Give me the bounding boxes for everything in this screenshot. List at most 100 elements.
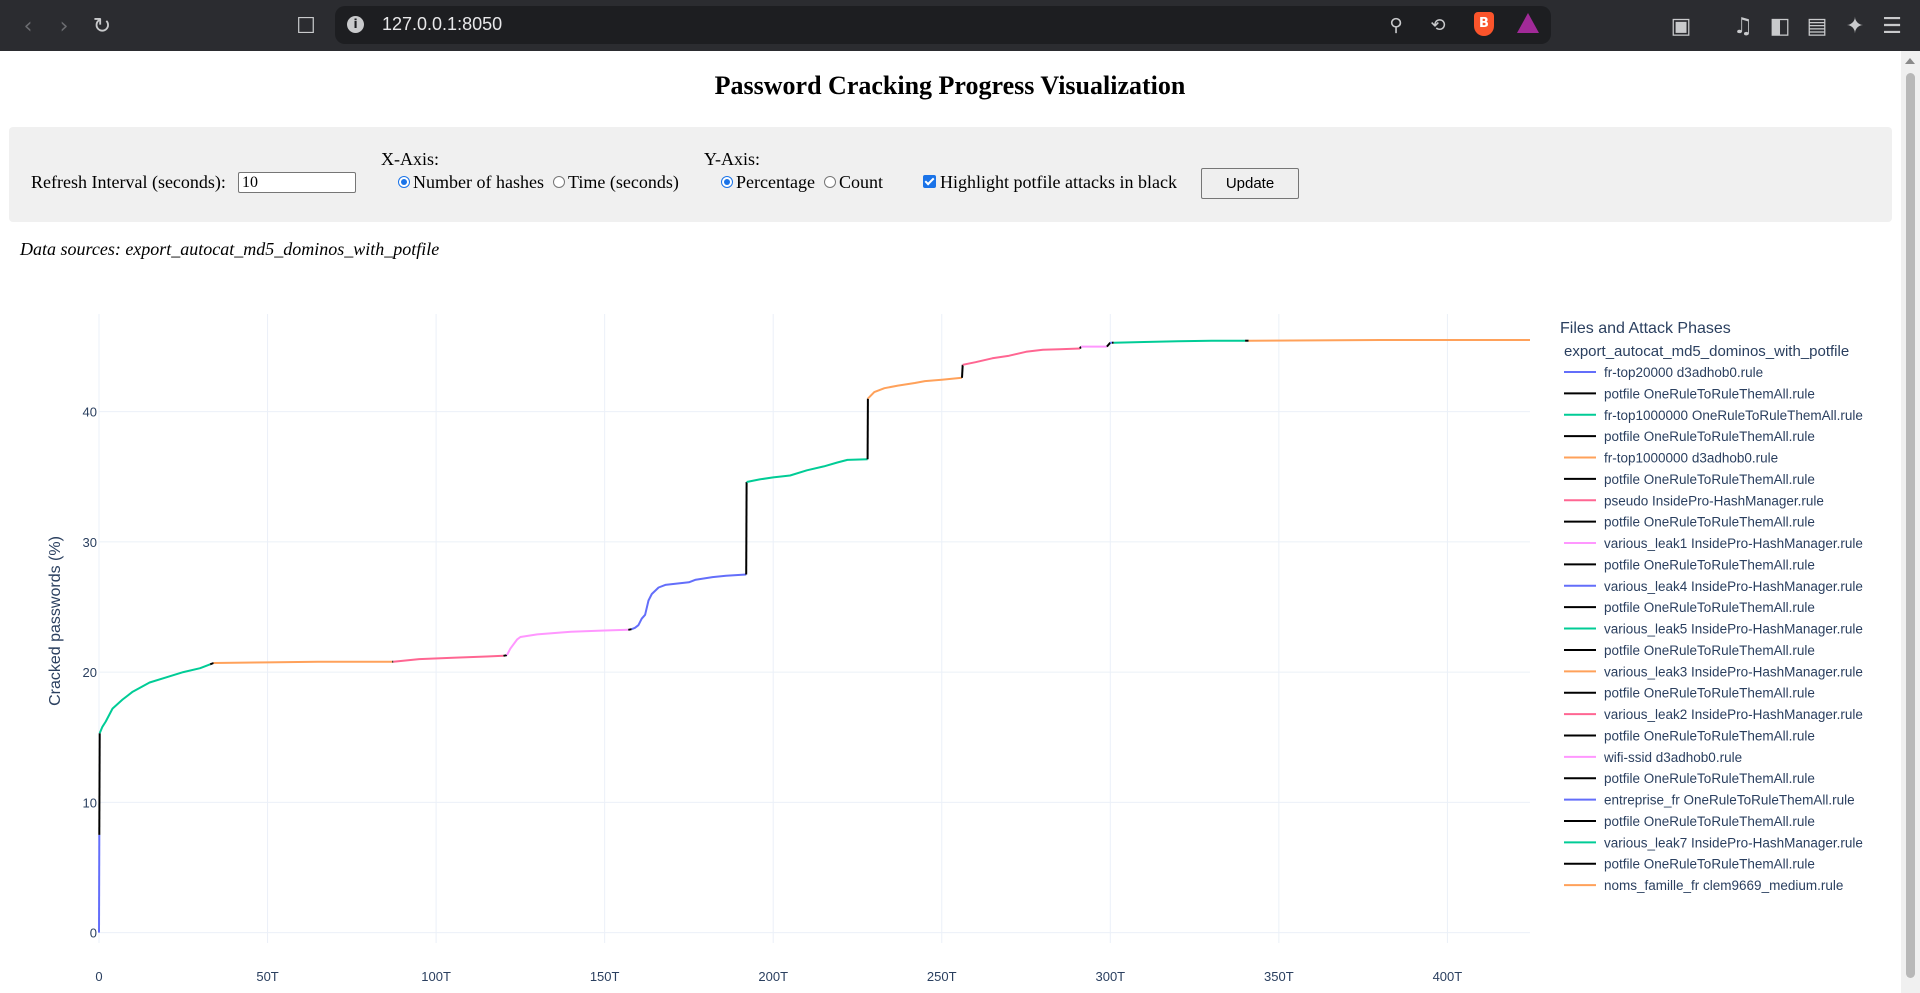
y-axis-title: Cracked passwords (%) <box>47 536 64 706</box>
legend-item[interactable]: entreprise_fr OneRuleToRuleThemAll.rule <box>1604 793 1855 808</box>
series-line <box>1079 346 1082 349</box>
series-line <box>746 458 868 483</box>
chart-series <box>98 339 1530 933</box>
legend-item[interactable]: various_leak5 InsidePro-HashManager.rule <box>1604 622 1863 637</box>
series-line <box>503 654 508 657</box>
legend-item[interactable]: various_leak1 InsidePro-HashManager.rule <box>1604 536 1863 551</box>
x-hashes-radio[interactable] <box>398 176 410 188</box>
series-line <box>209 662 214 666</box>
y-count-radio[interactable] <box>824 176 836 188</box>
y-tick-label: 10 <box>83 795 97 810</box>
share-icon[interactable]: ⟲ <box>1430 14 1446 36</box>
refresh-interval-input[interactable] <box>238 172 356 193</box>
highlight-potfile-label: Highlight potfile attacks in black <box>940 172 1177 192</box>
url-text[interactable]: 127.0.0.1:8050 <box>382 14 503 34</box>
chart-grid <box>98 314 1530 943</box>
scroll-up-icon[interactable] <box>1905 58 1915 64</box>
series-line <box>213 660 393 664</box>
legend-item[interactable]: potfile OneRuleToRuleThemAll.rule <box>1604 771 1815 786</box>
legend-item[interactable]: fr-top1000000 OneRuleToRuleThemAll.rule <box>1604 408 1863 423</box>
menu-icon[interactable]: ☰ <box>1882 13 1902 39</box>
series-line <box>1113 339 1246 344</box>
reload-icon[interactable]: ↻ <box>92 13 112 39</box>
legend-item[interactable]: potfile OneRuleToRuleThemAll.rule <box>1604 386 1815 401</box>
data-sources-text: Data sources: export_autocat_md5_dominos… <box>20 239 440 259</box>
legend-item[interactable]: various_leak2 InsidePro-HashManager.rule <box>1604 707 1863 722</box>
reader-mode-icon[interactable]: ▣ <box>1670 13 1692 39</box>
x-tick-label: 150T <box>590 969 620 984</box>
y-tick-label: 40 <box>83 405 97 420</box>
series-line <box>628 628 632 631</box>
legend-item[interactable]: potfile OneRuleToRuleThemAll.rule <box>1604 557 1815 572</box>
wallet-icon[interactable]: ▤ <box>1806 13 1828 39</box>
legend-item[interactable]: potfile OneRuleToRuleThemAll.rule <box>1604 857 1815 872</box>
x-axis-label: X-Axis: <box>381 149 439 169</box>
scrollbar-thumb[interactable] <box>1906 73 1915 978</box>
legend-item[interactable]: various_leak4 InsidePro-HashManager.rule <box>1604 579 1863 594</box>
series-line <box>1248 339 1530 342</box>
browser-toolbar: ‹ › ↻ ☐ i 127.0.0.1:8050 ⚲ ⟲ B ▣ ♫ ◧ ▤ ✦… <box>0 0 1920 51</box>
sidebar-icon[interactable]: ◧ <box>1769 13 1791 39</box>
x-option-hashes[interactable]: Number of hashes <box>398 172 544 193</box>
legend-item[interactable]: pseudo InsidePro-HashManager.rule <box>1604 493 1824 508</box>
site-info-icon[interactable]: i <box>347 16 364 33</box>
series-line <box>631 573 747 631</box>
legend-item[interactable]: potfile OneRuleToRuleThemAll.rule <box>1604 686 1815 701</box>
y-percentage-radio[interactable] <box>721 176 733 188</box>
address-bar[interactable]: i 127.0.0.1:8050 ⚲ ⟲ <box>335 6 1551 44</box>
x-option-time[interactable]: Time (seconds) <box>553 172 679 193</box>
zoom-icon[interactable]: ⚲ <box>1389 14 1403 36</box>
legend-item[interactable]: various_leak3 InsidePro-HashManager.rule <box>1604 664 1863 679</box>
media-icon[interactable]: ♫ <box>1733 13 1753 39</box>
legend-item[interactable]: potfile OneRuleToRuleThemAll.rule <box>1604 814 1815 829</box>
x-tick-label: 200T <box>758 969 788 984</box>
x-tick-label: 300T <box>1095 969 1125 984</box>
legend-item[interactable]: potfile OneRuleToRuleThemAll.rule <box>1604 643 1815 658</box>
forward-icon[interactable]: › <box>59 13 69 39</box>
x-time-radio[interactable] <box>553 176 565 188</box>
brave-rewards-icon[interactable] <box>1517 13 1539 33</box>
leo-ai-icon[interactable]: ✦ <box>1845 13 1865 39</box>
legend-item[interactable]: wifi-ssid d3adhob0.rule <box>1603 750 1742 765</box>
page-scrollbar[interactable] <box>1901 51 1920 993</box>
legend-item[interactable]: noms_famille_fr clem9669_medium.rule <box>1604 878 1843 893</box>
page-title: Password Cracking Progress Visualization <box>714 71 1186 100</box>
y-tick-label: 0 <box>90 926 97 941</box>
legend-item[interactable]: fr-top20000 d3adhob0.rule <box>1604 365 1763 380</box>
legend-item[interactable]: potfile OneRuleToRuleThemAll.rule <box>1604 600 1815 615</box>
highlight-potfile-checkbox[interactable] <box>923 175 936 188</box>
highlight-potfile-option[interactable]: Highlight potfile attacks in black <box>923 172 1177 193</box>
series-line <box>393 654 504 663</box>
y-option-percentage[interactable]: Percentage <box>721 172 815 193</box>
x-tick-label: 250T <box>927 969 957 984</box>
brave-shields-icon[interactable]: B <box>1474 12 1494 36</box>
legend-item[interactable]: potfile OneRuleToRuleThemAll.rule <box>1604 515 1815 530</box>
legend-item[interactable]: potfile OneRuleToRuleThemAll.rule <box>1604 728 1815 743</box>
x-hashes-label: Number of hashes <box>413 172 544 192</box>
x-tick-label: 0 <box>95 969 102 984</box>
legend-item[interactable]: fr-top1000000 d3adhob0.rule <box>1604 451 1778 466</box>
bookmark-icon[interactable]: ☐ <box>296 13 316 39</box>
refresh-interval-label: Refresh Interval (seconds): <box>31 172 226 192</box>
x-time-label: Time (seconds) <box>568 172 679 192</box>
chart-legend: Files and Attack Phases export_autocat_m… <box>1560 320 1863 893</box>
y-axis-label: Y-Axis: <box>704 149 761 169</box>
update-button[interactable]: Update <box>1201 168 1299 199</box>
series-line <box>961 364 964 378</box>
x-tick-label: 400T <box>1433 969 1463 984</box>
series-line <box>506 628 629 656</box>
legend-group-title: export_autocat_md5_dominos_with_potfile <box>1564 343 1849 360</box>
y-tick-label: 20 <box>83 665 97 680</box>
y-option-count[interactable]: Count <box>824 172 883 193</box>
back-icon[interactable]: ‹ <box>23 13 33 39</box>
series-line <box>962 347 1081 366</box>
chart-ticks: 0 50T 100T 150T 200T 250T 300T 350T 400T 0 10 20 30 4… <box>83 405 1463 984</box>
series-line <box>98 663 211 734</box>
legend-item[interactable]: potfile OneRuleToRuleThemAll.rule <box>1604 472 1815 487</box>
controls-panel: Refresh Interval (seconds): X-Axis: Numb… <box>9 127 1892 222</box>
y-tick-label: 30 <box>83 535 97 550</box>
y-percentage-label: Percentage <box>736 172 815 192</box>
legend-item[interactable]: various_leak7 InsidePro-HashManager.rule <box>1604 835 1863 850</box>
x-tick-label: 350T <box>1264 969 1294 984</box>
legend-item[interactable]: potfile OneRuleToRuleThemAll.rule <box>1604 429 1815 444</box>
